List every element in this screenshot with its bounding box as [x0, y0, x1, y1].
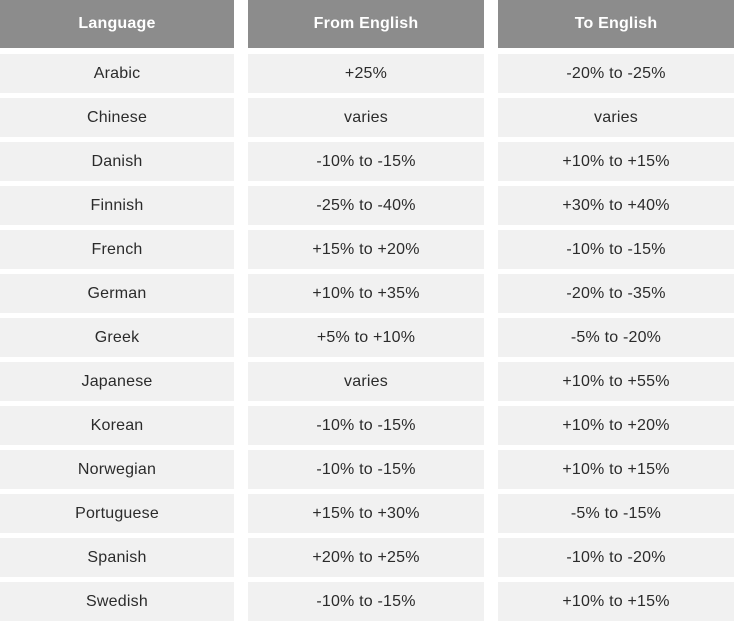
cell-to-english: +30% to +40%: [498, 186, 734, 225]
cell-to-english: -5% to -20%: [498, 318, 734, 357]
cell-language: German: [0, 274, 234, 313]
cell-language: Danish: [0, 142, 234, 181]
cell-to-english: -20% to -25%: [498, 54, 734, 93]
cell-language: Finnish: [0, 186, 234, 225]
cell-from-english: +20% to +25%: [248, 538, 484, 577]
cell-language: Portuguese: [0, 494, 234, 533]
cell-language: Korean: [0, 406, 234, 445]
cell-to-english: -10% to -20%: [498, 538, 734, 577]
cell-language: Japanese: [0, 362, 234, 401]
cell-language: French: [0, 230, 234, 269]
header-from-english: From English: [248, 0, 484, 48]
cell-language: Greek: [0, 318, 234, 357]
cell-from-english: -10% to -15%: [248, 406, 484, 445]
cell-to-english: +10% to +15%: [498, 142, 734, 181]
cell-language: Arabic: [0, 54, 234, 93]
cell-to-english: +10% to +55%: [498, 362, 734, 401]
cell-language: Chinese: [0, 98, 234, 137]
header-to-english: To English: [498, 0, 734, 48]
cell-to-english: +10% to +20%: [498, 406, 734, 445]
cell-language: Spanish: [0, 538, 234, 577]
cell-from-english: varies: [248, 98, 484, 137]
cell-from-english: +15% to +30%: [248, 494, 484, 533]
cell-to-english: +10% to +15%: [498, 582, 734, 621]
cell-to-english: +10% to +15%: [498, 450, 734, 489]
cell-to-english: varies: [498, 98, 734, 137]
cell-language: Norwegian: [0, 450, 234, 489]
cell-from-english: +5% to +10%: [248, 318, 484, 357]
cell-language: Swedish: [0, 582, 234, 621]
cell-from-english: -10% to -15%: [248, 142, 484, 181]
header-language: Language: [0, 0, 234, 48]
cell-from-english: -10% to -15%: [248, 450, 484, 489]
cell-to-english: -20% to -35%: [498, 274, 734, 313]
cell-to-english: -10% to -15%: [498, 230, 734, 269]
cell-from-english: varies: [248, 362, 484, 401]
cell-from-english: +10% to +35%: [248, 274, 484, 313]
cell-from-english: +25%: [248, 54, 484, 93]
cell-from-english: -25% to -40%: [248, 186, 484, 225]
cell-from-english: +15% to +20%: [248, 230, 484, 269]
cell-from-english: -10% to -15%: [248, 582, 484, 621]
cell-to-english: -5% to -15%: [498, 494, 734, 533]
